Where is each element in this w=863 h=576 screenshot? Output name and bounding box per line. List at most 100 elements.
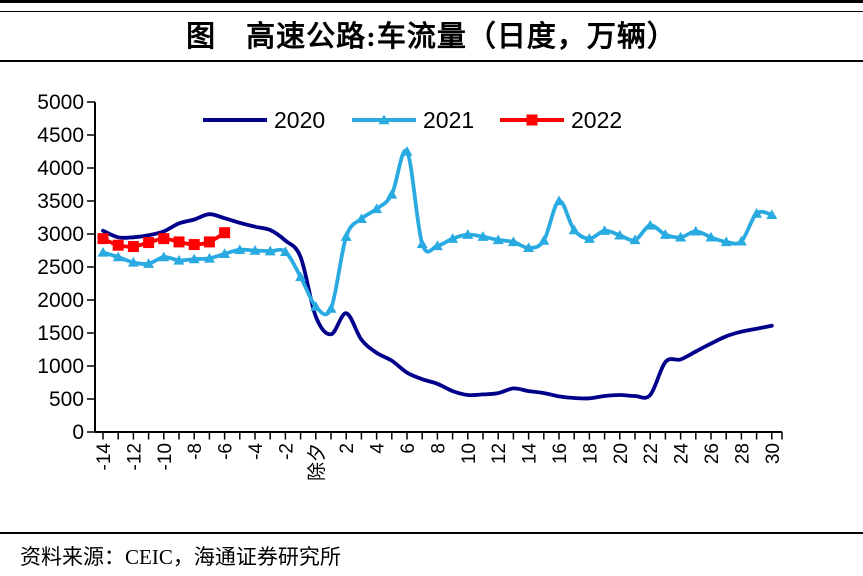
y-tick-label: 2500: [37, 256, 84, 279]
series-marker-2021: [325, 303, 337, 313]
x-tick-label: 2: [337, 443, 358, 454]
source-note: 资料来源：CEIC，海通证券研究所: [20, 545, 341, 569]
x-tick-label: 8: [428, 443, 449, 454]
series-marker-2021: [97, 246, 109, 257]
series-marker-2021: [219, 248, 231, 258]
traffic-volume-chart: 0 500 1000 1500 2000 2500 3000 3500 4000 4500 5000…: [37, 91, 784, 481]
series-line-2021: [101, 148, 774, 317]
x-tick-label: 12: [489, 443, 510, 464]
y-tick-label: 2000: [37, 289, 84, 312]
series-marker-2021: [675, 231, 687, 242]
series-marker-2021: [568, 224, 580, 235]
series-marker-2021: [188, 253, 200, 264]
x-tick-label: 4: [368, 443, 389, 454]
x-tick-label: 10: [459, 443, 480, 464]
x-tick-label: 24: [672, 443, 693, 465]
series-marker-2021: [644, 219, 656, 230]
x-tick-label: 6: [398, 443, 419, 454]
series-marker-2021: [447, 233, 459, 243]
series-marker-2021: [416, 238, 428, 249]
series-marker-2021: [735, 235, 747, 246]
series-marker-2021: [203, 252, 215, 263]
series-marker-2021: [538, 235, 550, 245]
x-tick-label: -10: [155, 443, 176, 470]
series-marker-2021: [127, 256, 139, 267]
x-tick-label: -14: [94, 443, 115, 471]
series-marker-2021: [173, 254, 185, 265]
series-marker-2021: [705, 231, 717, 242]
y-tick-label: 5000: [37, 91, 84, 114]
series-marker-2022: [97, 233, 109, 245]
legend-marker-2022: [526, 114, 538, 126]
x-tick-label: 18: [580, 443, 601, 464]
x-tick-label: 除夕: [306, 443, 328, 481]
footer-divider: [0, 532, 863, 534]
y-tick-label: 4000: [37, 157, 84, 180]
x-tick-label: 20: [611, 443, 632, 464]
series-marker-2021: [766, 209, 778, 220]
x-tick-label: 14: [520, 443, 541, 465]
series-marker-2021: [401, 146, 413, 156]
series-marker-2022: [173, 236, 185, 248]
y-tick-label: 500: [49, 388, 84, 411]
series-marker-2021: [143, 258, 155, 268]
x-tick-label: 28: [732, 443, 753, 464]
x-tick-label: -4: [246, 443, 267, 460]
x-tick-label: -6: [216, 443, 237, 460]
y-tick-label: 4500: [37, 124, 84, 147]
x-tick-label: 26: [702, 443, 723, 464]
legend-marker-2021: [378, 114, 390, 125]
series-marker-2021: [492, 234, 504, 245]
x-tick-label: -8: [185, 443, 206, 460]
series-marker-2022: [127, 241, 139, 253]
series-line-2020: [101, 212, 774, 401]
series-marker-2021: [431, 240, 443, 251]
y-tick-label: 1000: [37, 355, 84, 378]
series-marker-2021: [112, 251, 124, 262]
series-marker-2021: [583, 233, 595, 243]
series-marker-2021: [462, 229, 474, 239]
legend-label-2021: 2021: [423, 107, 474, 133]
y-tick-label: 0: [72, 421, 84, 444]
series-marker-2021: [599, 225, 611, 235]
series-marker-2021: [720, 236, 732, 247]
series-marker-2021: [310, 301, 322, 311]
x-tick-label: -12: [124, 443, 145, 470]
legend-label-2022: 2022: [571, 107, 622, 133]
series-marker-2021: [629, 234, 641, 245]
series-marker-2021: [751, 208, 763, 218]
x-tick-label: 16: [550, 443, 571, 464]
series-marker-2021: [507, 236, 519, 247]
top-border-thick: [0, 0, 863, 3]
series-marker-2021: [355, 213, 367, 224]
series-marker-2021: [234, 244, 246, 255]
y-tick-label: 3000: [37, 223, 84, 246]
series-marker-2022: [143, 237, 155, 249]
series-marker-2021: [295, 271, 307, 282]
series-marker-2021: [523, 242, 535, 253]
series-marker-2021: [690, 225, 702, 236]
series-marker-2022: [219, 227, 231, 239]
series-marker-2021: [340, 231, 352, 241]
x-tick-label: 22: [641, 443, 662, 464]
x-tick-label: -2: [276, 443, 297, 460]
series-marker-2021: [371, 203, 383, 214]
y-tick-label: 3500: [37, 190, 84, 213]
top-border-thin: [0, 11, 863, 12]
series-marker-2021: [477, 231, 489, 241]
y-tick-label: 1500: [37, 322, 84, 345]
series-marker-2021: [614, 229, 626, 240]
x-tick-label: 30: [763, 443, 784, 464]
series-marker-2022: [188, 239, 200, 251]
series-marker-2021: [553, 195, 565, 206]
series-marker-2021: [386, 188, 398, 199]
series-marker-2022: [203, 236, 215, 248]
series-marker-2021: [279, 246, 291, 257]
figure-title: 图 高速公路:车流量（日度，万辆）: [186, 21, 677, 53]
series-marker-2021: [249, 245, 261, 255]
series-marker-2021: [158, 251, 170, 262]
series-marker-2022: [158, 233, 170, 245]
series-marker-2021: [264, 245, 276, 256]
series-marker-2022: [112, 239, 124, 251]
title-divider: [0, 60, 863, 62]
